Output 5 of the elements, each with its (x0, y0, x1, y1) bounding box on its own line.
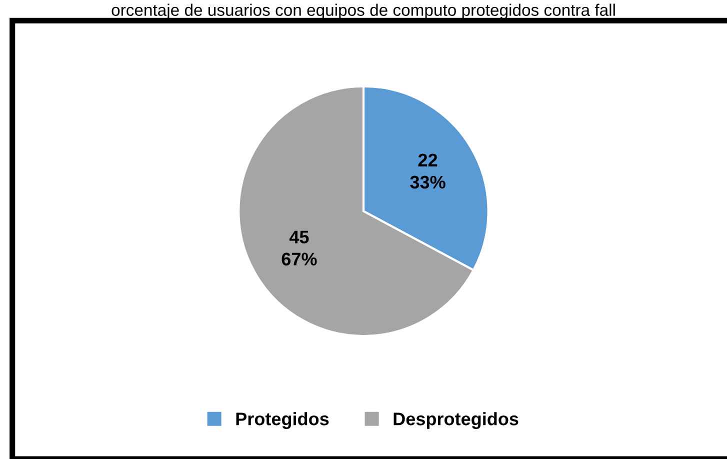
data-label: 22 33% (410, 154, 446, 189)
legend-label: Protegidos (236, 412, 329, 429)
chart-title: orcentaje de usuarios con equipos de computo protegidos contra fall (112, 4, 615, 20)
data-label: 45 67% (282, 230, 317, 266)
legend-label: Desprotegidos (394, 412, 518, 429)
